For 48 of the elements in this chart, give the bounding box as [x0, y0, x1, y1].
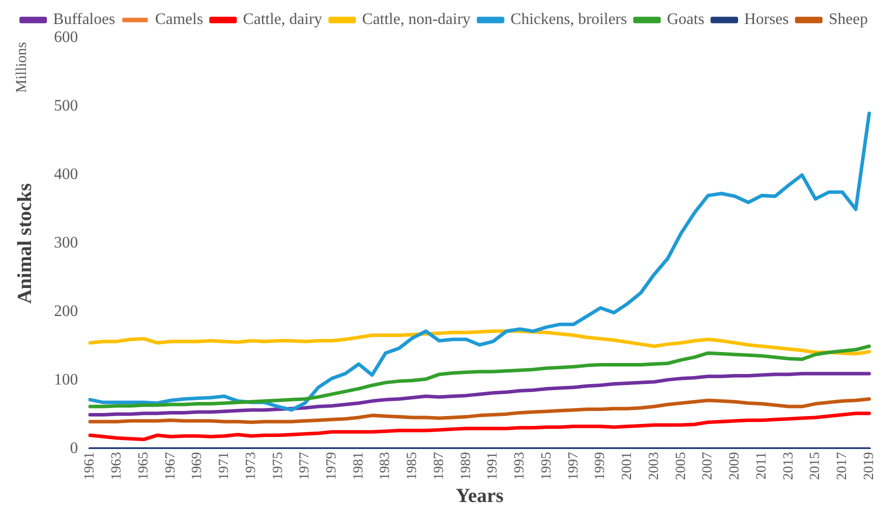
text: Millions — [14, 42, 30, 93]
x-tick-label: 2003 — [646, 452, 662, 480]
legend-label: Camels — [155, 11, 204, 28]
x-tick-label: 1971 — [217, 452, 232, 480]
x-tick-label: 1967 — [163, 452, 178, 480]
x-tick-label: 1961 — [82, 452, 98, 480]
x-tick-label: 1993 — [512, 452, 528, 480]
x-tick-label: 1987 — [432, 452, 447, 480]
y-tick-label: 500 — [54, 98, 78, 115]
y-tick-label: 400 — [54, 166, 78, 184]
x-tick-label: 2001 — [620, 452, 636, 480]
legend-label: Horses — [744, 11, 789, 28]
x-tick-label: 1973 — [244, 452, 259, 480]
legend-label: Buffaloes — [53, 11, 116, 28]
y-axis-title: Animal stocks — [14, 183, 36, 304]
x-tick-label: 2015 — [808, 452, 824, 480]
y-tick-label: 200 — [54, 303, 78, 320]
legend-label: Chickens, broilers — [510, 11, 627, 28]
x-tick-label: 1989 — [458, 452, 474, 480]
x-tick-label: 1977 — [298, 452, 313, 480]
legend-label: Cattle, dairy — [243, 11, 322, 28]
x-tick-label: 1965 — [136, 452, 152, 480]
x-tick-label: 1975 — [270, 452, 286, 480]
legend-label: Cattle, non-dairy — [362, 11, 471, 28]
legend-label: Sheep — [828, 11, 868, 28]
x-tick-label: 2019 — [862, 452, 877, 480]
x-tick-label: 2009 — [728, 452, 743, 480]
y-tick-label: 0 — [70, 440, 78, 458]
x-tick-label: 1963 — [110, 452, 125, 480]
y-tick-label: 300 — [54, 234, 78, 252]
x-tick-label: 1981 — [351, 452, 366, 480]
y-tick-label: 100 — [54, 372, 78, 389]
y-tick-label: 600 — [54, 29, 78, 46]
x-tick-label: 1997 — [566, 452, 582, 480]
x-tick-label: 2017 — [835, 452, 850, 480]
legend-label: Goats — [666, 11, 704, 28]
x-axis-title: Years — [456, 485, 504, 508]
x-tick-label: 2011 — [754, 452, 770, 480]
x-tick-label: 1995 — [539, 452, 554, 480]
x-tick-label: 1991 — [486, 452, 501, 480]
x-tick-label: 1969 — [190, 452, 206, 480]
x-tick-label: 2005 — [674, 452, 689, 480]
x-tick-label: 1983 — [378, 452, 394, 480]
x-tick-label: 1999 — [593, 452, 608, 480]
x-tick-label: 2013 — [781, 452, 796, 480]
x-tick-label: 1985 — [405, 452, 420, 480]
x-tick-label: 2007 — [700, 452, 716, 480]
x-tick-label: 1979 — [324, 452, 340, 480]
